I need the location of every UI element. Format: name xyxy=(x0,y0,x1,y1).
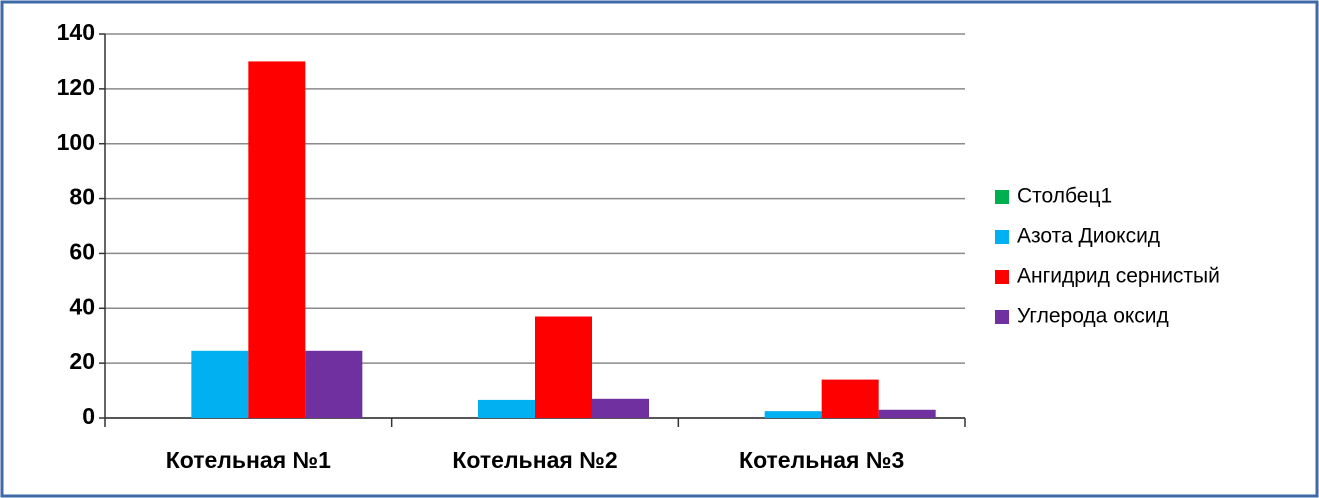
y-tick-label: 0 xyxy=(82,403,95,429)
legend-swatch xyxy=(995,270,1009,284)
y-tick-label: 40 xyxy=(69,293,95,319)
bar xyxy=(821,379,879,418)
y-tick-label: 20 xyxy=(69,348,95,374)
legend-swatch xyxy=(995,190,1009,204)
bar xyxy=(592,398,649,418)
bar xyxy=(305,350,363,418)
bar xyxy=(478,399,535,418)
y-tick-label: 80 xyxy=(69,184,95,210)
y-tick-label: 60 xyxy=(69,239,95,265)
legend-label: Углерода оксид xyxy=(1017,305,1169,328)
x-tick-label: Котельная №2 xyxy=(452,447,617,473)
legend-label: Ангидрид сернистый xyxy=(1017,265,1220,288)
y-tick-label: 120 xyxy=(57,74,95,100)
legend-label: Столбец1 xyxy=(1017,185,1112,208)
y-tick-label: 100 xyxy=(57,129,95,155)
legend-swatch xyxy=(995,230,1009,244)
bar xyxy=(764,411,822,418)
bar xyxy=(248,61,306,419)
bar xyxy=(191,350,249,418)
legend-label: Азота Диоксид xyxy=(1017,225,1160,248)
x-tick-label: Котельная №3 xyxy=(739,447,904,473)
legend-swatch xyxy=(995,310,1009,324)
bar xyxy=(878,409,936,418)
bar xyxy=(535,316,592,418)
y-tick-label: 140 xyxy=(57,19,95,45)
x-tick-label: Котельная №1 xyxy=(166,447,331,473)
